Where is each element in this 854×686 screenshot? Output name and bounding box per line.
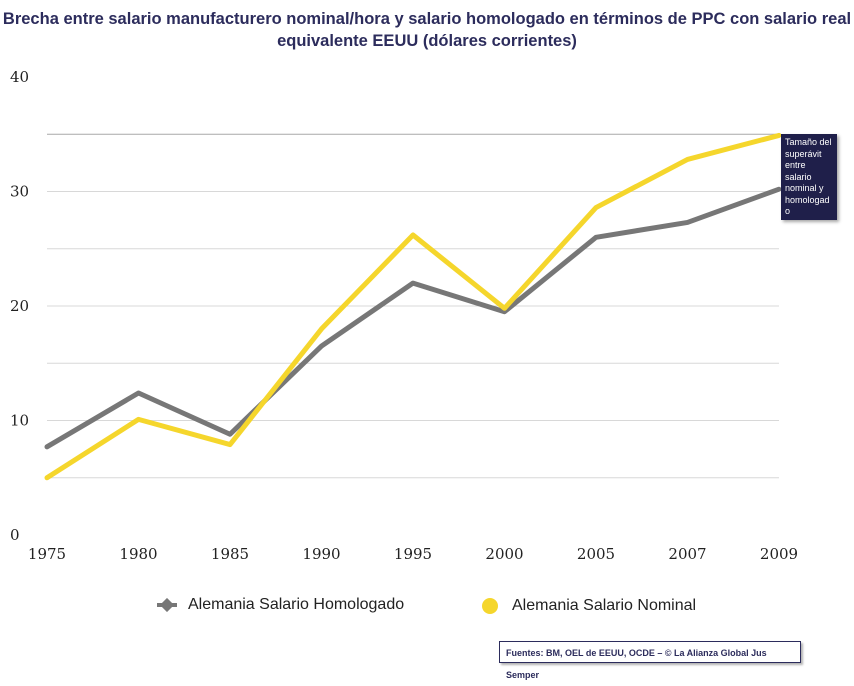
y-tick-label: 0 <box>10 526 20 544</box>
data-point <box>45 444 49 449</box>
legend-label-homologado: Alemania Salario Homologado <box>188 596 405 613</box>
data-point <box>136 417 141 422</box>
series-line-1 <box>44 132 782 481</box>
grid-lines <box>47 133 779 479</box>
series-line-0 <box>44 186 782 450</box>
data-point <box>411 233 415 238</box>
data-point <box>411 281 415 286</box>
surplus-annotation: Tamaño del superávit entre salario nomin… <box>781 134 837 220</box>
legend-item-homologado: Alemania Salario Homologado <box>156 596 404 614</box>
data-point <box>136 391 141 396</box>
x-tick-label: 2005 <box>577 545 615 563</box>
chart-title: Brecha entre salario manufacturero nomin… <box>2 10 852 50</box>
y-tick-label: 20 <box>10 297 29 315</box>
data-point <box>502 309 507 314</box>
data-point <box>319 326 324 331</box>
x-tick-label: 1980 <box>119 545 157 563</box>
legend-label-nominal: Alemania Salario Nominal <box>512 597 697 614</box>
data-point <box>228 432 232 437</box>
series-lines <box>44 132 782 481</box>
data-point <box>777 133 781 138</box>
data-point <box>594 235 598 240</box>
legend: Alemania Salario Homologado Alemania Sal… <box>0 596 854 620</box>
y-tick-label: 40 <box>10 68 29 86</box>
data-point <box>502 306 507 311</box>
data-point <box>777 187 781 192</box>
legend-circle-icon <box>482 598 498 614</box>
source-note: Fuentes: BM, OEL de EEUU, OCDE – © La Al… <box>499 641 801 680</box>
data-point <box>594 205 598 210</box>
x-tick-label: 2009 <box>760 545 798 563</box>
x-tick-label: 2007 <box>668 545 706 563</box>
data-point <box>228 442 232 447</box>
x-tick-label: 2000 <box>485 545 523 563</box>
y-tick-label: 30 <box>10 183 29 201</box>
data-point <box>685 220 690 225</box>
legend-item-nominal: Alemania Salario Nominal <box>478 596 696 616</box>
x-tick-label: 1985 <box>211 545 249 563</box>
data-point <box>685 157 690 162</box>
y-axis-ticks: 0 10 20 30 40 <box>10 68 29 544</box>
x-tick-label: 1990 <box>302 545 340 563</box>
x-tick-label: 1995 <box>394 545 432 563</box>
data-point <box>319 344 324 349</box>
data-point <box>45 475 49 480</box>
x-tick-label: 1975 <box>28 545 66 563</box>
y-tick-label: 10 <box>10 412 29 430</box>
legend-diamond-icon <box>157 598 177 612</box>
x-axis-ticks: 1975 1980 1985 1990 1995 2000 2005 2007 2009 <box>28 545 798 563</box>
chart-plot: 0 10 20 30 40 1975 1980 1985 1990 1995 2000 2005 20… <box>10 68 798 563</box>
